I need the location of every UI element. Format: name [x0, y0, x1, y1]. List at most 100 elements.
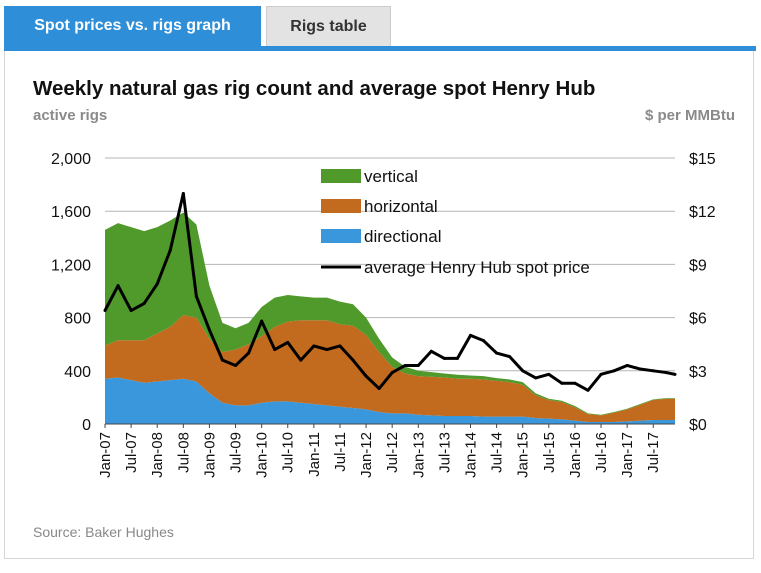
area-vertical [105, 212, 675, 416]
price-point [364, 374, 368, 378]
legend-label-directional: directional [364, 227, 442, 246]
price-point [220, 358, 224, 362]
tab-spot-prices-vs-rigs-graph[interactable]: Spot prices vs. rigs graph [4, 6, 261, 46]
x-tick-label: Jan-13 [410, 432, 427, 478]
x-tick-label: Jul-07 [123, 432, 140, 473]
price-point [325, 348, 329, 352]
price-point [155, 282, 159, 286]
right-tick-label: $3 [689, 364, 707, 381]
price-point [625, 363, 629, 367]
price-point [299, 358, 303, 362]
price-point [651, 369, 655, 373]
price-point [286, 340, 290, 344]
legend-label-vertical: vertical [364, 167, 418, 186]
x-tick-label: Jul-11 [332, 432, 349, 472]
price-point [547, 372, 551, 376]
tab-underline [4, 46, 756, 51]
left-tick-label: 2,000 [51, 151, 91, 168]
chart-panel: Weekly natural gas rig count and average… [4, 51, 754, 559]
price-line-layer [103, 191, 677, 392]
legend-swatch-vertical [321, 169, 361, 183]
right-tick-label: $15 [689, 151, 716, 168]
right-tick-label: $9 [689, 257, 707, 274]
price-point [599, 372, 603, 376]
right-tick-label: $0 [689, 417, 707, 434]
price-point [273, 348, 277, 352]
price-point [129, 309, 133, 313]
left-tick-label: 1,600 [51, 204, 91, 221]
price-point [247, 351, 251, 355]
price-point [142, 301, 146, 305]
x-tick-label: Jan-12 [358, 432, 375, 478]
x-tick-label: Jul-14 [489, 432, 506, 473]
left-tick-label: 1,200 [51, 257, 91, 274]
price-point [377, 387, 381, 391]
right-axis-label: $ per MMBtu [645, 107, 735, 124]
x-tick-label: Jan-15 [515, 432, 532, 478]
price-point [664, 371, 668, 375]
price-point [586, 388, 590, 392]
x-tick-label: Jul-08 [175, 432, 192, 473]
legend-swatch-directional [321, 229, 361, 243]
legend-label-price: average Henry Hub spot price [364, 258, 590, 277]
right-tick-label: $6 [689, 311, 707, 328]
price-point [416, 363, 420, 367]
chart: Weekly natural gas rig count and average… [33, 77, 735, 540]
x-tick-label: Jan-17 [619, 432, 636, 478]
legend-swatch-horizontal [321, 199, 361, 213]
price-point [260, 319, 264, 323]
x-tick-label: Jul-16 [593, 432, 610, 473]
price-point [168, 248, 172, 252]
price-point [351, 358, 355, 362]
price-point [638, 367, 642, 371]
price-point [234, 363, 238, 367]
x-tick-label: Jul-15 [541, 432, 558, 473]
price-point [403, 363, 407, 367]
price-point [612, 369, 616, 373]
price-point [103, 309, 107, 313]
x-tick-label: Jan-09 [201, 432, 218, 478]
x-tick-label: Jan-11 [306, 432, 323, 477]
left-tick-label: 0 [82, 417, 91, 434]
left-tick-label: 400 [64, 364, 91, 381]
price-point [521, 369, 525, 373]
area-horizontal [105, 314, 675, 423]
x-tick-labels: Jan-07 Jul-07 Jan-08 Jul-08 Jan-09 Jul-09 Jan-… [97, 424, 662, 478]
right-tick-label: $12 [689, 204, 716, 221]
price-point [468, 333, 472, 337]
area-directional [105, 377, 675, 424]
price-point [116, 284, 120, 288]
rig-count-areas [105, 212, 675, 424]
tab-bar: Spot prices vs. rigs graph Rigs table [4, 6, 756, 48]
price-point [207, 328, 211, 332]
left-tick-labels: 2,000 1,600 1,200 800 400 0 [51, 151, 91, 434]
x-tick-label: Jul-12 [384, 432, 401, 473]
left-tick-label: 800 [64, 311, 91, 328]
x-tick-label: Jan-07 [97, 432, 114, 478]
price-point [338, 344, 342, 348]
price-point [429, 349, 433, 353]
x-tick-label: Jan-14 [462, 432, 479, 478]
x-tick-label: Jul-09 [228, 432, 245, 473]
price-point [534, 376, 538, 380]
price-point [482, 339, 486, 343]
right-tick-labels: $15 $12 $9 $6 $3 $0 [689, 151, 716, 434]
price-point [390, 371, 394, 375]
price-point [181, 191, 185, 195]
x-tick-label: Jul-13 [436, 432, 453, 473]
legend: vertical horizontal directional average … [321, 167, 590, 277]
x-tick-label: Jan-10 [254, 432, 271, 478]
tab-rigs-table[interactable]: Rigs table [266, 6, 391, 46]
price-point [560, 381, 564, 385]
x-tick-label: Jul-17 [645, 432, 662, 473]
price-point [573, 381, 577, 385]
price-point [442, 356, 446, 360]
price-point [495, 351, 499, 355]
left-axis-label: active rigs [33, 107, 107, 124]
x-tick-label: Jan-08 [149, 432, 166, 478]
source-note: Source: Baker Hughes [33, 524, 174, 540]
price-point [312, 344, 316, 348]
price-point [673, 372, 677, 376]
chart-title: Weekly natural gas rig count and average… [33, 77, 595, 100]
price-point [455, 356, 459, 360]
